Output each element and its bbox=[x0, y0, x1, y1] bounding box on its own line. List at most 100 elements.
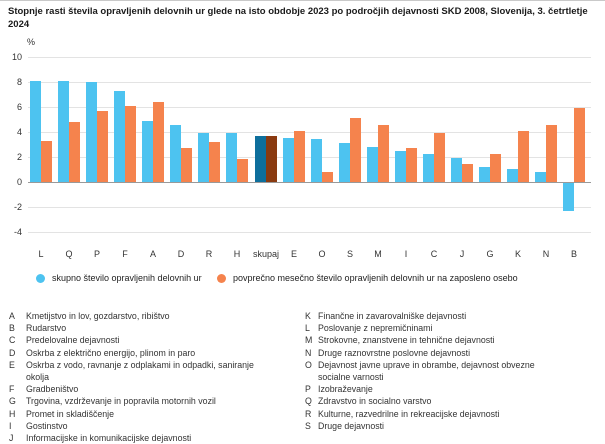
bar-avg-hours-I bbox=[406, 148, 417, 182]
x-tick-label-J: J bbox=[459, 249, 465, 259]
activity-code: J bbox=[9, 433, 14, 444]
bar-avg-hours-P bbox=[97, 111, 108, 182]
x-tick-label-F: F bbox=[122, 249, 128, 259]
bar-total-hours-skupaj bbox=[255, 136, 266, 182]
gridline bbox=[28, 232, 591, 233]
activity-code: N bbox=[305, 347, 312, 358]
x-tick-label-K: K bbox=[514, 249, 521, 259]
activity-code-list-left: A Kmetijstvo in lov, gozdarstvo, ribištvo… bbox=[9, 310, 294, 444]
bar-total-hours-Q bbox=[58, 81, 69, 182]
bar-total-hours-P bbox=[86, 82, 97, 182]
activity-code: C bbox=[9, 335, 16, 346]
activity-code: E bbox=[9, 359, 15, 370]
x-tick-label-Q: Q bbox=[65, 249, 73, 259]
bar-avg-hours-B bbox=[574, 108, 585, 182]
bar-total-hours-N bbox=[535, 172, 546, 182]
gridline bbox=[28, 82, 591, 83]
activity-label: Predelovalne dejavnosti bbox=[26, 335, 120, 346]
y-tick-label: -4 bbox=[13, 227, 22, 237]
bar-total-hours-M bbox=[367, 147, 378, 182]
activity-code: F bbox=[9, 384, 15, 395]
x-tick-label-L: L bbox=[38, 249, 44, 259]
activity-code-row: C Predelovalne dejavnosti bbox=[9, 334, 294, 346]
activity-code-row: F Gradbeništvo bbox=[9, 383, 294, 395]
x-tick-label-I: I bbox=[404, 249, 408, 259]
activity-code: P bbox=[305, 384, 311, 395]
activity-label: Trgovina, vzdrževanje in popravila motor… bbox=[26, 396, 216, 407]
x-tick-label-skupaj: skupaj bbox=[252, 249, 279, 259]
activity-code: S bbox=[305, 420, 311, 431]
activity-label: Poslovanje z nepremičninami bbox=[318, 323, 433, 334]
x-tick-label-O: O bbox=[318, 249, 326, 259]
bar-total-hours-L bbox=[30, 81, 41, 182]
x-tick-label-B: B bbox=[570, 249, 577, 259]
activity-code-row: R Kulturne, razvedrilne in rekreacijske d… bbox=[305, 408, 603, 420]
activity-label: Informacijske in komunikacijske dejavnos… bbox=[26, 433, 192, 444]
activity-code-row: G Trgovina, vzdrževanje in popravila moto… bbox=[9, 395, 294, 407]
activity-code: L bbox=[305, 323, 310, 334]
y-axis-unit-label: % bbox=[26, 37, 35, 47]
zero-axis-line bbox=[28, 182, 591, 183]
activity-code-row: N Druge raznovrstne poslovne dejavnosti bbox=[305, 347, 603, 359]
activity-code: H bbox=[9, 408, 16, 419]
bar-total-hours-H bbox=[226, 133, 237, 182]
activity-code-row: S Druge dejavnosti bbox=[305, 420, 603, 432]
activity-label: Zdravstvo in socialno varstvo bbox=[318, 396, 432, 407]
activity-label: Promet in skladiščenje bbox=[26, 408, 115, 419]
activity-label: Oskrba z električno energijo, plinom in … bbox=[26, 347, 196, 358]
legend-item-avg-hours: povprečno mesečno število opravljenih de… bbox=[217, 273, 518, 283]
bar-avg-hours-G bbox=[490, 154, 501, 182]
activity-code-row: I Gostinstvo bbox=[9, 420, 294, 432]
y-tick-label: 8 bbox=[16, 77, 22, 87]
x-tick-label-C: C bbox=[430, 249, 438, 259]
activity-label: Druge raznovrstne poslovne dejavnosti bbox=[318, 347, 471, 358]
bar-total-hours-B bbox=[563, 183, 574, 211]
y-tick-label: -2 bbox=[13, 202, 22, 212]
activity-label: Rudarstvo bbox=[26, 323, 67, 334]
bar-total-hours-J bbox=[451, 158, 462, 182]
x-tick-label-M: M bbox=[374, 249, 382, 259]
activity-label: Druge dejavnosti bbox=[318, 420, 385, 431]
bar-avg-hours-J bbox=[462, 164, 473, 182]
y-tick-label: 10 bbox=[11, 52, 22, 62]
activity-code-row: Q Zdravstvo in socialno varstvo bbox=[305, 395, 603, 407]
bar-avg-hours-H bbox=[237, 159, 248, 182]
bar-avg-hours-M bbox=[378, 125, 389, 182]
activity-code-row: O Dejavnost javne uprave in obrambe, deja… bbox=[305, 359, 603, 383]
bar-avg-hours-skupaj bbox=[266, 136, 277, 182]
bar-avg-hours-Q bbox=[69, 122, 80, 182]
bar-avg-hours-F bbox=[125, 106, 136, 182]
gridline bbox=[28, 132, 591, 133]
activity-code: D bbox=[9, 347, 16, 358]
gridline bbox=[28, 57, 591, 58]
legend-dot-blue bbox=[36, 273, 45, 283]
bar-avg-hours-D bbox=[181, 148, 192, 182]
bar-total-hours-A bbox=[142, 121, 153, 182]
y-tick-label: 4 bbox=[16, 127, 22, 137]
legend-label: povprečno mesečno število opravljenih de… bbox=[233, 273, 518, 283]
x-tick-label-R: R bbox=[205, 249, 213, 259]
bar-total-hours-K bbox=[507, 169, 518, 182]
bar-total-hours-I bbox=[395, 151, 406, 182]
bar-avg-hours-L bbox=[41, 141, 52, 182]
activity-code: M bbox=[305, 335, 313, 346]
activity-label: Gradbeništvo bbox=[26, 384, 79, 395]
bar-total-hours-C bbox=[423, 154, 434, 182]
activity-label: Izobraževanje bbox=[318, 384, 373, 395]
bar-total-hours-D bbox=[170, 125, 181, 182]
legend-item-total-hours: skupno število opravljenih delovnih ur bbox=[36, 273, 202, 283]
activity-code-row: H Promet in skladiščenje bbox=[9, 408, 294, 420]
x-tick-label-A: A bbox=[149, 249, 156, 259]
gridline bbox=[28, 157, 591, 158]
bar-total-hours-G bbox=[479, 167, 490, 182]
activity-code: A bbox=[9, 311, 15, 321]
activity-code-row: B Rudarstvo bbox=[9, 322, 294, 334]
activity-code-row: K Finančne in zavarovalniške dejavnosti bbox=[305, 310, 603, 322]
activity-label: Oskrba z vodo, ravnanje z odplakami in o… bbox=[26, 359, 254, 383]
activity-code-row: E Oskrba z vodo, ravnanje z odplakami in … bbox=[9, 359, 294, 383]
x-tick-label-E: E bbox=[290, 249, 297, 259]
bar-avg-hours-O bbox=[322, 172, 333, 182]
activity-label: Gostinstvo bbox=[26, 420, 68, 431]
legend-dot-orange bbox=[217, 273, 226, 283]
